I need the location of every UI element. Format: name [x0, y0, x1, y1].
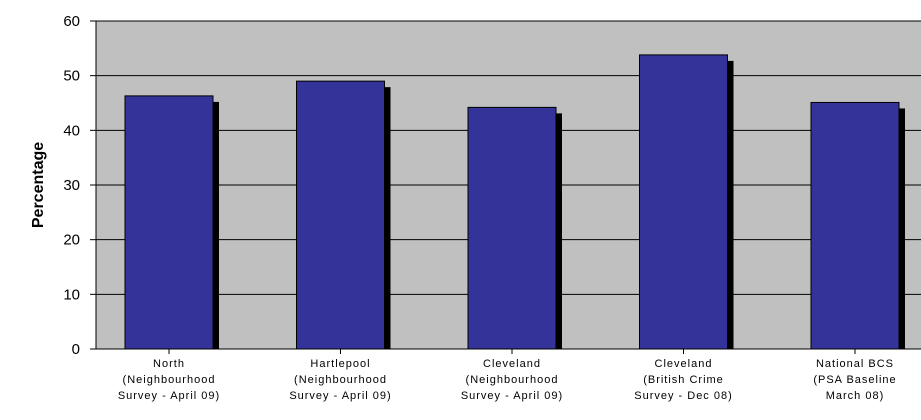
y-tick-label: 10 — [63, 286, 80, 303]
bar — [467, 106, 557, 350]
bar — [124, 95, 214, 350]
y-tick-label: 20 — [63, 232, 80, 249]
x-tick-label: North (Neighbourhood Survey - April 09) — [118, 358, 220, 402]
y-tick-label: 40 — [63, 122, 80, 139]
bar — [296, 80, 385, 350]
x-tick-label: Hartlepool (Neighbourhood Survey - April 0… — [289, 358, 391, 402]
y-axis-label: Percentage — [30, 142, 47, 228]
bar — [810, 101, 900, 350]
y-tick-label: 30 — [63, 177, 80, 194]
bar — [639, 54, 728, 350]
y-tick-labels: 0 10 20 30 40 50 60 — [63, 13, 96, 358]
category-labels: North (Neighbourhood Survey - April 09) Har… — [118, 358, 896, 402]
x-tick-label: National BCS (PSA Baseline March 08) — [813, 358, 896, 402]
y-tick-label: 0 — [72, 341, 80, 358]
y-tick-label: 60 — [63, 13, 80, 30]
x-tick-label: Cleveland (Neighbourhood Survey - April 09… — [461, 358, 563, 402]
y-tick-label: 50 — [63, 68, 80, 85]
x-tick-label: Cleveland (British Crime Survey - Dec 08) — [634, 358, 733, 402]
bars — [124, 54, 905, 350]
